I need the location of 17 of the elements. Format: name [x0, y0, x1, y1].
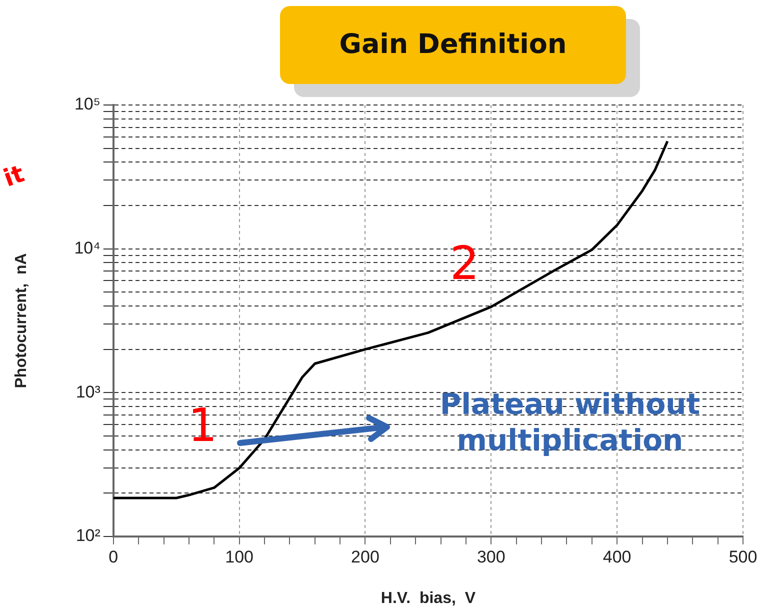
- x-tick-label: 0: [108, 547, 118, 566]
- x-tick-label: 300: [476, 547, 506, 566]
- text: it: [0, 159, 28, 193]
- y-tick-label: 10²: [76, 526, 101, 546]
- chart-title: Gain Definition: [280, 6, 626, 84]
- y-axis-title: Photocurrent, nA: [13, 252, 30, 388]
- x-axis-title: H.V. bias, V: [380, 590, 476, 607]
- x-tick-label: 200: [351, 547, 380, 566]
- annotation: 2: [450, 236, 480, 290]
- annotation: 1: [188, 398, 218, 452]
- y-tick-label: 10⁴: [74, 238, 100, 258]
- y-tick-label: 10⁵: [74, 94, 100, 114]
- x-tick-label: 100: [225, 547, 254, 566]
- x-tick-label: 500: [728, 547, 758, 566]
- annotation: Plateau without multiplication: [438, 386, 702, 458]
- y-tick-label: 10³: [76, 382, 101, 402]
- x-tick-label: 400: [602, 547, 632, 566]
